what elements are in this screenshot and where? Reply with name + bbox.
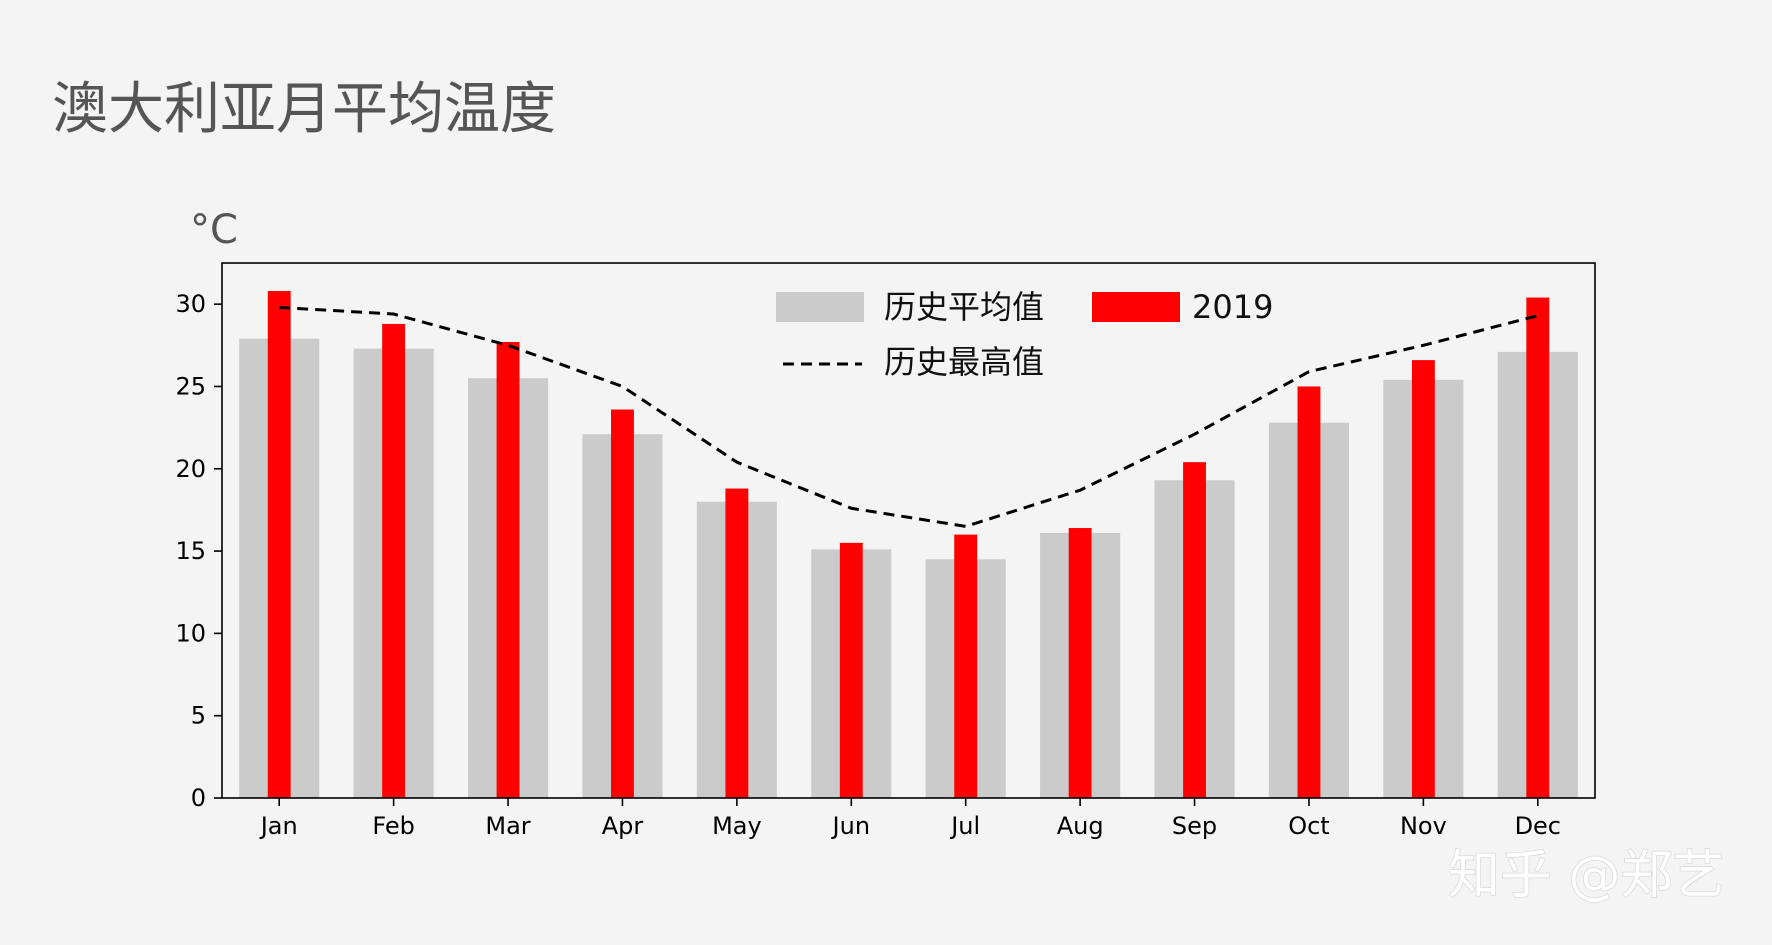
y-tick-label-5: 5 <box>191 702 206 730</box>
x-tick-label-feb: Feb <box>372 812 415 840</box>
bar-2019-jul <box>954 534 978 798</box>
x-tick-label-may: May <box>712 812 762 840</box>
watermark-text: 知乎 @郑艺 <box>1448 846 1725 906</box>
y-tick-label-15: 15 <box>175 537 206 565</box>
y-tick-label-0: 0 <box>191 784 206 812</box>
bar-2019-nov <box>1411 360 1435 798</box>
x-tick-label-jun: Jun <box>831 812 871 840</box>
bar-2019-mar <box>496 342 520 798</box>
y-tick-label-25: 25 <box>175 372 206 400</box>
y-tick-label-20: 20 <box>175 455 206 483</box>
bar-2019-jan <box>267 290 291 798</box>
bar-2019-feb <box>382 323 406 798</box>
legend: 历史平均值 2019 历史最高值 <box>776 288 1273 381</box>
y-tick-label-10: 10 <box>175 619 206 647</box>
x-tick-label-aug: Aug <box>1057 812 1104 840</box>
x-tick-label-jan: Jan <box>259 812 298 840</box>
y-unit-label: °C <box>190 207 238 253</box>
bar-2019-may <box>725 488 749 798</box>
line-historical-max <box>279 305 1539 528</box>
x-tick-label-nov: Nov <box>1400 812 1447 840</box>
legend-swatch-avg <box>776 292 864 322</box>
chart-title: 澳大利亚月平均温度 <box>52 77 556 142</box>
x-tick-label-mar: Mar <box>485 812 530 840</box>
y-tick-label-30: 30 <box>175 290 206 318</box>
legend-label-max: 历史最高值 <box>884 343 1044 381</box>
x-tick-label-oct: Oct <box>1288 812 1330 840</box>
bar-2019-aug <box>1068 528 1092 798</box>
legend-label-avg: 历史平均值 <box>884 288 1044 326</box>
bar-2019-jun <box>839 542 863 798</box>
legend-swatch-2019 <box>1092 292 1180 322</box>
bar-2019-sep <box>1183 462 1206 798</box>
x-tick-label-sep: Sep <box>1172 812 1217 840</box>
x-tick-label-jul: Jul <box>949 812 980 840</box>
bar-2019-apr <box>611 409 634 798</box>
plot-area: 0 5 10 15 20 25 30 Jan Feb Mar Apr May Jun Jul Aug Sep O… <box>175 262 1596 840</box>
bar-2019-oct <box>1297 386 1321 798</box>
bar-2019-dec <box>1526 297 1550 798</box>
x-tick-label-dec: Dec <box>1515 812 1561 840</box>
x-tick-label-apr: Apr <box>602 812 644 840</box>
plot-frame <box>221 262 1596 799</box>
legend-label-2019: 2019 <box>1192 288 1273 326</box>
